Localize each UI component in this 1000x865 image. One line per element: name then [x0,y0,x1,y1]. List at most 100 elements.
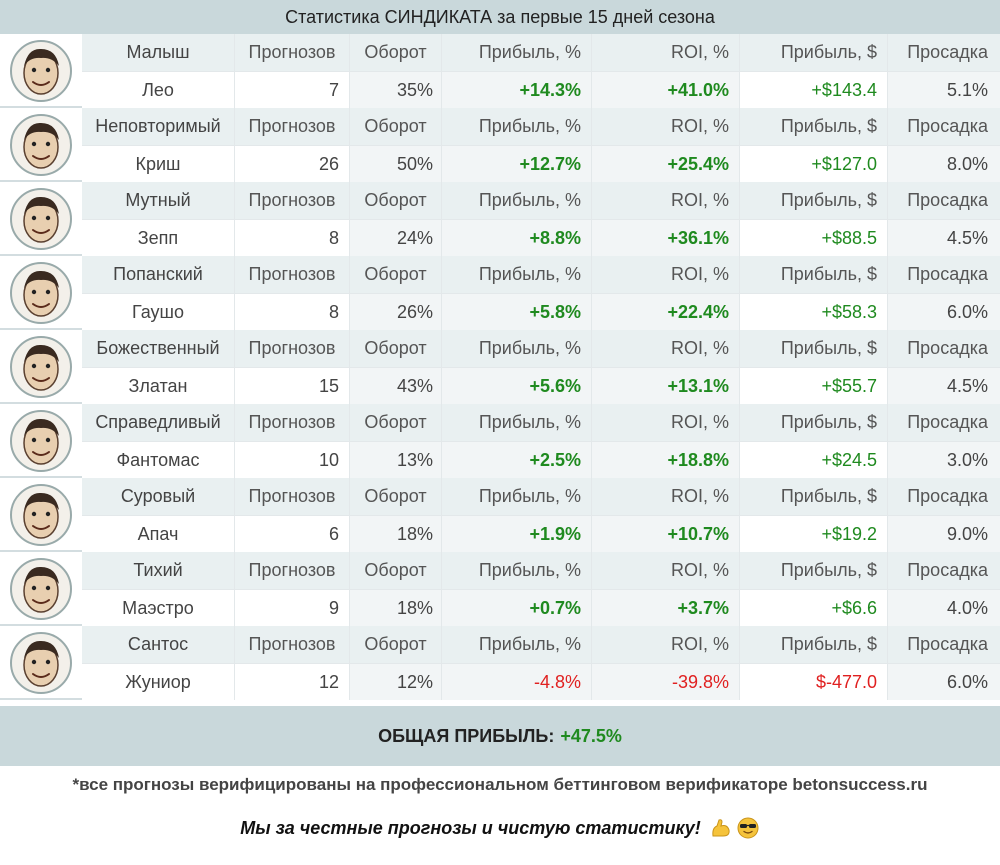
player-row: Мутный Зепп Прогнозов 8 Оборот 24% Прибыль, % +… [0,182,1000,256]
roi-header: ROI, % [592,256,740,293]
turnover-value: 35% [350,71,442,108]
sunglasses-smiley-icon [737,817,759,839]
caricature-avatar-icon [10,40,72,102]
player-name: Апач [82,515,235,552]
caricature-avatar-icon [10,484,72,546]
roi-value: +13.1% [592,367,740,404]
player-name: Лео [82,71,235,108]
profit-usd-value: +$88.5 [740,219,888,256]
profit-pct-header: Прибыль, % [442,478,592,515]
roi-value: +10.7% [592,515,740,552]
profit-usd-header: Прибыль, $ [740,34,888,71]
turnover-value: 43% [350,367,442,404]
profit-usd-header: Прибыль, $ [740,478,888,515]
drawdown-header: Просадка [888,34,1000,71]
roi-value: -39.8% [592,663,740,700]
turnover-value: 12% [350,663,442,700]
profit-pct-value: +14.3% [442,71,592,108]
roi-header: ROI, % [592,330,740,367]
forecasts-value: 8 [235,219,350,256]
profit-pct-header: Прибыль, % [442,552,592,589]
forecasts-header: Прогнозов [235,256,350,293]
flexed-biceps-icon [712,819,730,837]
profit-pct-value: +12.7% [442,145,592,182]
profit-pct-header: Прибыль, % [442,330,592,367]
roi-header: ROI, % [592,552,740,589]
forecasts-value: 8 [235,293,350,330]
avatar-cell [0,404,82,478]
roi-header: ROI, % [592,478,740,515]
roi-header: ROI, % [592,404,740,441]
profit-pct-value: +5.8% [442,293,592,330]
turnover-value: 18% [350,515,442,552]
total-profit-label: ОБЩАЯ ПРИБЫЛЬ: [378,725,555,746]
profit-usd-value: +$58.3 [740,293,888,330]
drawdown-header: Просадка [888,626,1000,663]
total-profit-value: +47.5% [560,725,622,746]
drawdown-header: Просадка [888,552,1000,589]
profit-usd-header: Прибыль, $ [740,552,888,589]
player-title: Малыш [82,34,235,71]
forecasts-header: Прогнозов [235,330,350,367]
profit-usd-value: +$6.6 [740,589,888,626]
profit-pct-value: +5.6% [442,367,592,404]
player-title: Тихий [82,552,235,589]
roi-value: +18.8% [592,441,740,478]
profit-pct-value: +1.9% [442,515,592,552]
player-row: Божественный Златан Прогнозов 15 Оборот 43% Пр… [0,330,1000,404]
player-name: Златан [82,367,235,404]
turnover-header: Оборот [350,182,442,219]
player-row: Попанский Гаушо Прогнозов 8 Оборот 26% Прибыль… [0,256,1000,330]
drawdown-value: 3.0% [888,441,1000,478]
turnover-header: Оборот [350,34,442,71]
player-name: Фантомас [82,441,235,478]
profit-pct-header: Прибыль, % [442,182,592,219]
caricature-avatar-icon [10,336,72,398]
player-row: Малыш Лео Прогнозов 7 Оборот 35% Прибыль, % +14… [0,34,1000,108]
slogan: Мы за честные прогнозы и чистую статисти… [0,810,1000,846]
verification-note: *все прогнозы верифицированы на професси… [72,775,928,794]
profit-pct-value: -4.8% [442,663,592,700]
player-title: Сантос [82,626,235,663]
drawdown-value: 5.1% [888,71,1000,108]
caricature-avatar-icon [10,188,72,250]
profit-usd-value: +$55.7 [740,367,888,404]
profit-pct-header: Прибыль, % [442,404,592,441]
player-title: Справедливый [82,404,235,441]
player-title: Божественный [82,330,235,367]
drawdown-header: Просадка [888,404,1000,441]
forecasts-value: 10 [235,441,350,478]
roi-value: +36.1% [592,219,740,256]
profit-usd-header: Прибыль, $ [740,108,888,145]
forecasts-header: Прогнозов [235,108,350,145]
player-name: Жуниор [82,663,235,700]
player-row: Сантос Жуниор Прогнозов 12 Оборот 12% Прибыль,… [0,626,1000,700]
roi-header: ROI, % [592,626,740,663]
roi-header: ROI, % [592,108,740,145]
profit-pct-header: Прибыль, % [442,256,592,293]
avatar-cell [0,552,82,626]
drawdown-value: 6.0% [888,663,1000,700]
profit-usd-header: Прибыль, $ [740,330,888,367]
turnover-header: Оборот [350,478,442,515]
forecasts-value: 15 [235,367,350,404]
avatar-cell [0,478,82,552]
turnover-value: 18% [350,589,442,626]
avatar-cell [0,330,82,404]
avatar-cell [0,256,82,330]
roi-value: +22.4% [592,293,740,330]
caricature-avatar-icon [10,114,72,176]
drawdown-header: Просадка [888,256,1000,293]
player-row: Суровый Апач Прогнозов 6 Оборот 18% Прибыль, %… [0,478,1000,552]
forecasts-header: Прогнозов [235,626,350,663]
forecasts-header: Прогнозов [235,552,350,589]
slogan-emoji [709,816,760,840]
forecasts-header: Прогнозов [235,182,350,219]
profit-usd-header: Прибыль, $ [740,626,888,663]
player-name: Криш [82,145,235,182]
player-name: Маэстро [82,589,235,626]
player-row: Неповторимый Криш Прогнозов 26 Оборот 50% Приб… [0,108,1000,182]
drawdown-header: Просадка [888,478,1000,515]
forecasts-header: Прогнозов [235,34,350,71]
